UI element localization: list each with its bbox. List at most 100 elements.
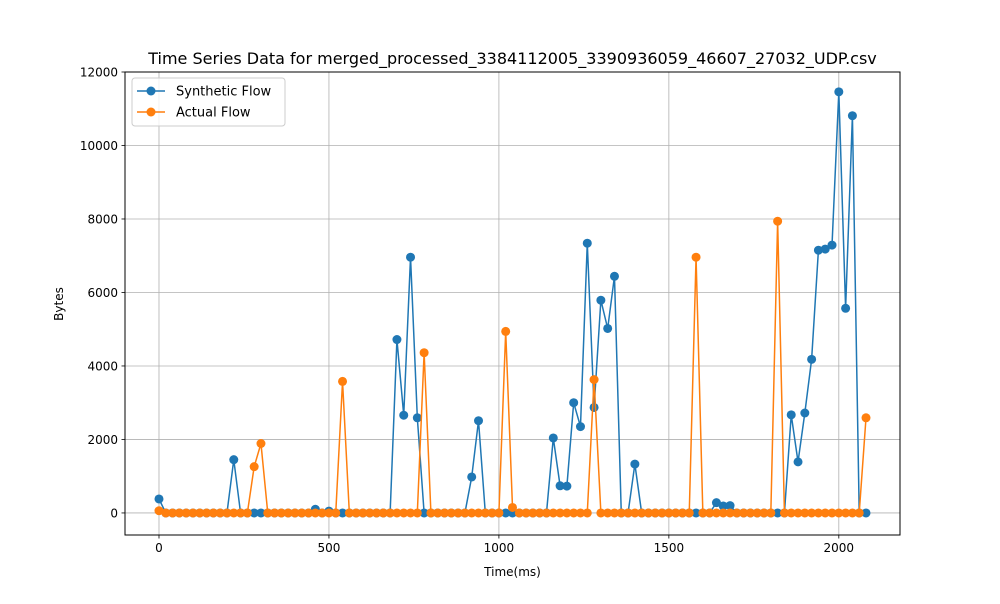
data-point — [508, 502, 517, 512]
y-tick-label: 2000 — [87, 433, 118, 447]
data-point — [501, 508, 511, 518]
data-point — [711, 498, 721, 508]
data-point — [406, 252, 416, 262]
data-point — [188, 508, 198, 518]
data-point — [630, 459, 640, 469]
data-point — [725, 508, 735, 518]
data-point — [786, 410, 796, 420]
data-point — [338, 376, 348, 386]
data-point — [304, 508, 314, 518]
data-point — [433, 508, 443, 518]
data-point — [467, 472, 477, 482]
data-point — [589, 375, 599, 385]
data-point — [609, 271, 619, 281]
data-point — [820, 244, 830, 254]
data-point — [399, 508, 409, 518]
data-point — [807, 354, 817, 364]
data-point — [467, 508, 477, 518]
data-point — [440, 508, 450, 518]
x-axis-label: Time(ms) — [483, 565, 541, 579]
data-point — [854, 508, 864, 518]
data-point — [793, 508, 803, 518]
data-point — [827, 508, 837, 518]
data-point — [861, 413, 871, 423]
data-point — [174, 508, 184, 518]
data-point — [562, 481, 572, 491]
data-point — [677, 508, 687, 518]
data-point — [412, 508, 422, 518]
x-axis: 0 500 1000 1500 2000 — [155, 535, 854, 555]
legend-label-synthetic: Synthetic Flow — [176, 85, 272, 100]
data-point — [691, 508, 701, 518]
data-point — [229, 455, 239, 465]
data-point — [630, 508, 640, 518]
data-point — [589, 402, 599, 412]
data-point — [745, 508, 755, 518]
legend-frame — [131, 77, 286, 127]
y-tick-label: 8000 — [87, 212, 118, 226]
data-point — [847, 111, 857, 121]
data-point — [256, 508, 266, 518]
data-point — [263, 508, 273, 518]
data-point — [603, 508, 613, 518]
data-point — [637, 508, 647, 518]
data-point — [725, 501, 735, 511]
chart-title: Time Series Data for merged_processed_33… — [147, 49, 877, 69]
data-point — [569, 508, 579, 518]
data-point — [331, 508, 341, 518]
data-point — [834, 508, 844, 518]
legend-marker-synthetic — [146, 86, 156, 96]
data-point — [222, 508, 232, 518]
data-point — [494, 508, 504, 518]
data-point — [800, 508, 810, 518]
data-point — [603, 323, 613, 333]
data-point — [249, 462, 259, 472]
legend-entry-1: Actual Flow — [137, 106, 251, 121]
data-point — [732, 508, 742, 518]
legend-marker-actual — [146, 107, 156, 117]
y-tick-label: 4000 — [87, 359, 118, 373]
data-point — [453, 508, 463, 518]
data-point — [698, 508, 708, 518]
data-point — [385, 508, 395, 518]
data-point — [514, 508, 524, 518]
data-point — [623, 508, 633, 518]
data-point — [841, 508, 851, 518]
data-point — [324, 508, 334, 518]
data-point — [548, 433, 558, 443]
data-point — [195, 508, 205, 518]
data-point — [168, 508, 178, 518]
data-point — [650, 508, 660, 518]
data-point — [256, 439, 266, 449]
data-point — [276, 508, 286, 518]
data-point — [215, 508, 225, 518]
y-tick-label: 0 — [110, 506, 118, 520]
data-point — [181, 508, 191, 518]
data-point — [575, 422, 585, 432]
data-point — [779, 508, 789, 518]
data-point — [154, 494, 164, 504]
data-point — [344, 508, 354, 518]
plot-frame — [124, 71, 901, 536]
legend: Synthetic Flow Actual Flow — [131, 77, 286, 127]
data-point — [739, 508, 749, 518]
y-tick-label: 10000 — [80, 139, 118, 153]
data-point — [596, 508, 606, 518]
data-point — [793, 457, 803, 467]
data-point — [711, 508, 721, 518]
data-point — [684, 508, 694, 518]
x-tick-label: 2000 — [824, 541, 855, 555]
data-point — [338, 508, 348, 518]
data-point — [270, 508, 280, 518]
data-point — [834, 87, 844, 97]
data-point — [419, 508, 429, 518]
grid — [125, 71, 900, 535]
data-point — [501, 326, 511, 336]
data-point — [290, 508, 300, 518]
x-tick-label: 0 — [155, 541, 163, 555]
data-point — [705, 508, 715, 518]
data-point — [718, 501, 728, 511]
data-point — [487, 508, 497, 518]
data-point — [242, 508, 252, 518]
